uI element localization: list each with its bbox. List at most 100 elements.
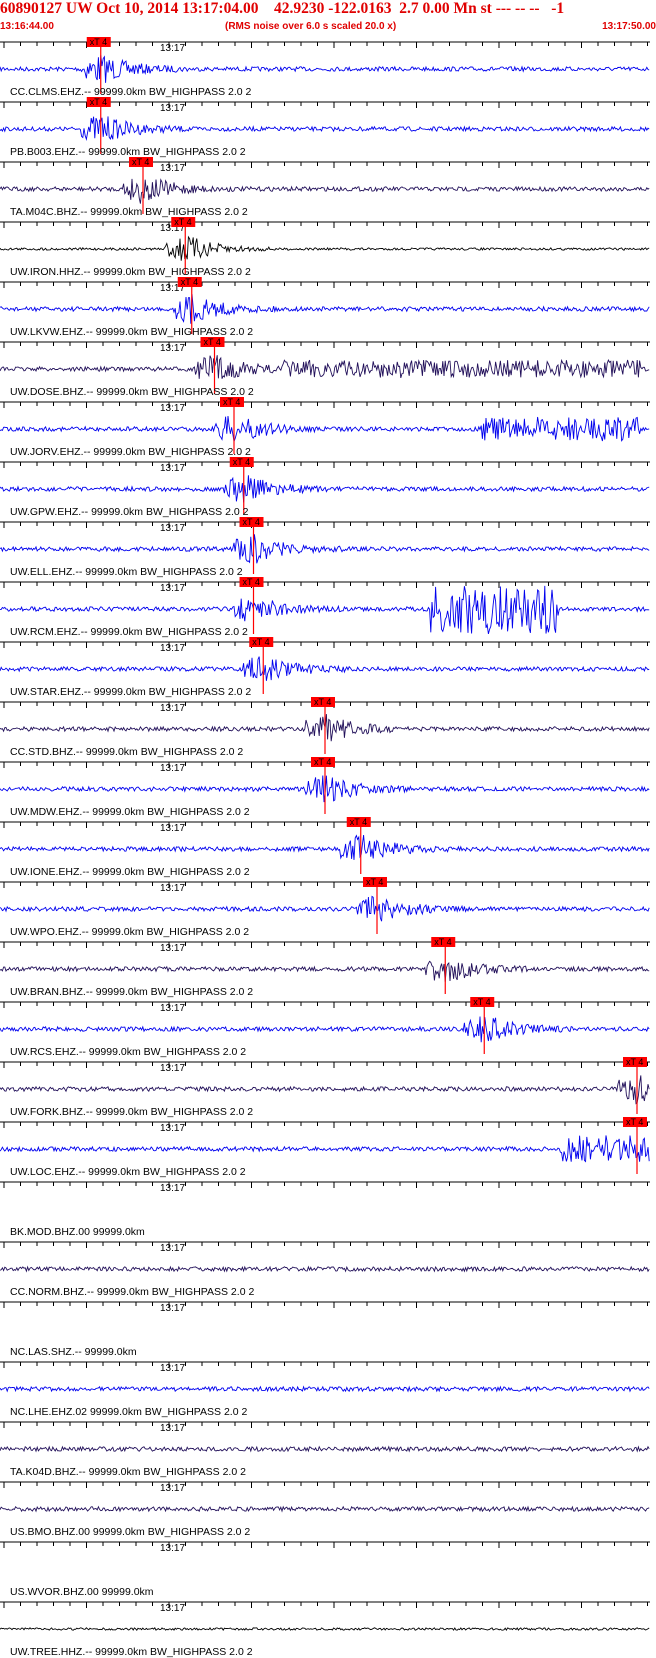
pick-label: xT 4: [473, 997, 490, 1007]
pick-marker: [239, 517, 264, 527]
station-label: CC.STD.BHZ.-- 99999.0km BW_HIGHPASS 2.0 …: [10, 746, 243, 758]
station-label: UW.MDW.EHZ.-- 99999.0km BW_HIGHPASS 2.0 …: [10, 806, 250, 818]
trace-row: 13:17 xT 4 UW.BRAN.BHZ.-- 99999.0km BW_HIG…: [0, 937, 650, 998]
time-mark-label: 13:17: [160, 343, 185, 354]
trace-row: 13:17 xT 4 PB.B003.EHZ.-- 99999.0km BW_HIG…: [0, 97, 650, 158]
start-time: 13:16:44.00: [0, 21, 54, 32]
time-mark-label: 13:17: [160, 763, 185, 774]
trace-row: 13:17 CC.NORM.BHZ.-- 99999.0km BW_HIGHPAS…: [0, 1241, 650, 1298]
pick-label: xT 4: [314, 697, 331, 707]
pick-marker: [623, 1057, 647, 1067]
trace-row: 13:17 xT 4 UW.DOSE.BHZ.-- 99999.0km BW_HIG…: [0, 337, 650, 398]
end-time: 13:17:50.00: [602, 21, 656, 32]
pick-label: xT 4: [132, 157, 149, 167]
station-label: UW.GPW.EHZ.-- 99999.0km BW_HIGHPASS 2.0 …: [10, 506, 249, 518]
pick-marker: [311, 697, 335, 707]
station-label: UW.DOSE.BHZ.-- 99999.0km BW_HIGHPASS 2.0…: [10, 386, 254, 398]
waveform: [0, 834, 650, 860]
station-label: BK.MOD.BHZ.00 99999.0km: [10, 1226, 145, 1238]
waveform: [0, 1445, 650, 1453]
station-label: TA.M04C.BHZ.-- 99999.0km BW_HIGHPASS 2.0…: [10, 206, 248, 218]
time-mark-label: 13:17: [160, 943, 185, 954]
trace-row: 13:17 xT 4 UW.JORV.EHZ.-- 99999.0km BW_HIG…: [0, 397, 650, 458]
time-mark-label: 13:17: [160, 283, 185, 294]
waveform: [0, 178, 650, 204]
station-label: UW.ELL.EHZ.-- 99999.0km BW_HIGHPASS 2.0 …: [10, 566, 243, 578]
pick-label: xT 4: [90, 37, 107, 47]
pick-marker: [86, 97, 111, 107]
station-label: UW.LOC.EHZ.-- 99999.0km BW_HIGHPASS 2.0 …: [10, 1166, 246, 1178]
waveform: [0, 1265, 650, 1273]
trace-row: 13:17 NC.LAS.SHZ.-- 99999.0km: [0, 1301, 650, 1358]
station-label: NC.LAS.SHZ.-- 99999.0km: [10, 1346, 137, 1358]
station-label: CC.NORM.BHZ.-- 99999.0km BW_HIGHPASS 2.0…: [10, 1286, 254, 1298]
pick-marker: [470, 997, 495, 1007]
time-mark-label: 13:17: [160, 403, 185, 414]
trace-row: 13:17 xT 4 UW.LOC.EHZ.-- 99999.0km BW_HIGH…: [0, 1117, 650, 1178]
trace-row: 13:17 xT 4 UW.FORK.BHZ.-- 99999.0km BW_HIG…: [0, 1057, 650, 1118]
waveform: [0, 585, 650, 635]
pick-label: xT 4: [314, 757, 331, 767]
trace-row: 13:17 xT 4 UW.IONE.EHZ.-- 99999.0km BW_HIG…: [0, 817, 650, 878]
time-mark-label: 13:17: [160, 1363, 185, 1374]
pick-label: xT 4: [626, 1057, 643, 1067]
time-mark-label: 13:17: [160, 43, 185, 54]
trace-row: 13:17 xT 4 TA.M04C.BHZ.-- 99999.0km BW_HIG…: [0, 157, 650, 218]
station-label: UW.IRON.HHZ.-- 99999.0km BW_HIGHPASS 2.0…: [10, 266, 251, 278]
waveform: [0, 534, 650, 564]
trace-row: 13:17 xT 4 CC.CLMS.EHZ.-- 99999.0km BW_HIG…: [0, 37, 650, 98]
time-mark-label: 13:17: [160, 1123, 185, 1134]
trace-row: 13:17 xT 4 UW.ELL.EHZ.-- 99999.0km BW_HIGH…: [0, 517, 650, 578]
pick-marker: [200, 337, 225, 347]
waveform: [0, 415, 650, 444]
time-mark-label: 13:17: [160, 1063, 185, 1074]
station-label: UW.TREE.HHZ.-- 99999.0km BW_HIGHPASS 2.0…: [10, 1646, 253, 1658]
trace-row: 13:17 xT 4 UW.RCM.EHZ.-- 99999.0km BW_HIGH…: [0, 577, 650, 638]
pick-marker: [346, 817, 371, 827]
waveform: [0, 55, 650, 83]
trace-row: 13:17 xT 4 UW.WPO.EHZ.-- 99999.0km BW_HIGH…: [0, 877, 650, 938]
waveform: [0, 1626, 650, 1631]
pick-marker: [129, 157, 153, 167]
waveform: [0, 1016, 650, 1043]
station-label: PB.B003.EHZ.-- 99999.0km BW_HIGHPASS 2.0…: [10, 146, 246, 158]
pick-marker: [86, 37, 111, 47]
waveform: [0, 1075, 650, 1105]
pick-label: xT 4: [174, 217, 191, 227]
pick-label: xT 4: [223, 397, 240, 407]
waveform: [0, 116, 650, 141]
pick-label: xT 4: [350, 817, 367, 827]
time-mark-label: 13:17: [160, 703, 185, 714]
pick-marker: [623, 1117, 647, 1127]
station-label: UW.LKVW.EHZ.-- 99999.0km BW_HIGHPASS 2.0…: [10, 326, 253, 338]
waveform: [0, 235, 650, 261]
waveform: [0, 960, 650, 982]
trace-row: 13:17 US.BMO.BHZ.00 99999.0km BW_HIGHPASS…: [0, 1481, 650, 1538]
waveform: [0, 656, 650, 681]
time-mark-label: 13:17: [160, 823, 185, 834]
station-label: CC.CLMS.EHZ.-- 99999.0km BW_HIGHPASS 2.0…: [10, 86, 252, 98]
time-mark-label: 13:17: [160, 463, 185, 474]
scale-note: (RMS noise over 6.0 s scaled 20.0 x): [225, 21, 397, 32]
station-label: UW.STAR.EHZ.-- 99999.0km BW_HIGHPASS 2.0…: [10, 686, 251, 698]
trace-row: 13:17 UW.TREE.HHZ.-- 99999.0km BW_HIGHPAS…: [0, 1601, 650, 1658]
station-label: US.WVOR.BHZ.00 99999.0km: [10, 1586, 154, 1598]
trace-row: 13:17 xT 4 UW.STAR.EHZ.-- 99999.0km BW_HIG…: [0, 637, 650, 698]
time-mark-label: 13:17: [160, 1183, 185, 1194]
pick-label: xT 4: [233, 457, 250, 467]
station-label: US.BMO.BHZ.00 99999.0km BW_HIGHPASS 2.0 …: [10, 1526, 250, 1538]
time-mark-label: 13:17: [160, 1003, 185, 1014]
waveform: [0, 355, 650, 379]
station-label: TA.K04D.BHZ.-- 99999.0km BW_HIGHPASS 2.0…: [10, 1466, 246, 1478]
trace-row: 13:17 xT 4 UW.MDW.EHZ.-- 99999.0km BW_HIGH…: [0, 757, 650, 818]
time-mark-label: 13:17: [160, 1303, 185, 1314]
trace-row: 13:17 xT 4 CC.STD.BHZ.-- 99999.0km BW_HIGH…: [0, 697, 650, 758]
pick-label: xT 4: [243, 517, 260, 527]
station-label: UW.RCS.EHZ.-- 99999.0km BW_HIGHPASS 2.0 …: [10, 1046, 246, 1058]
time-mark-label: 13:17: [160, 1603, 185, 1614]
time-mark-label: 13:17: [160, 1483, 185, 1494]
trace-row: 13:17 US.WVOR.BHZ.00 99999.0km: [0, 1541, 650, 1598]
time-mark-label: 13:17: [160, 1543, 185, 1554]
